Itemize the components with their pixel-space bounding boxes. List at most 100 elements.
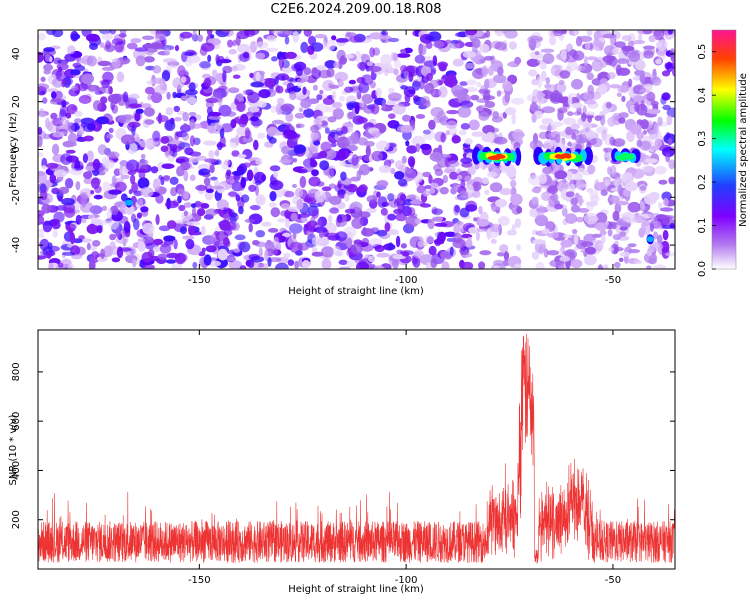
heatmap-cell xyxy=(86,242,91,251)
heatmap-cell xyxy=(310,131,319,141)
heatmap-cell xyxy=(492,74,507,84)
heatmap-cell xyxy=(183,169,189,182)
heatmap-cell xyxy=(384,222,391,232)
heatmap-cell xyxy=(337,80,344,87)
heatmap-cell xyxy=(128,93,140,100)
heatmap-cell xyxy=(327,167,335,179)
heatmap-cell xyxy=(346,183,358,193)
heatmap-cell xyxy=(296,68,303,76)
heatmap-cell xyxy=(668,159,675,170)
heatmap-cell xyxy=(575,216,585,223)
heatmap-cell xyxy=(74,110,83,117)
heatmap-cell xyxy=(403,198,413,206)
heatmap-cell xyxy=(429,151,443,162)
heatmap-cell xyxy=(460,157,473,164)
heatmap-cell xyxy=(105,40,111,50)
heatmap-cell xyxy=(225,175,237,185)
heatmap-cell xyxy=(67,45,76,55)
heatmap-cell xyxy=(569,183,576,194)
heatmap-cell xyxy=(217,248,228,261)
heatmap-cell xyxy=(644,225,651,236)
heatmap-cell xyxy=(424,185,433,189)
heatmap-cell xyxy=(299,213,310,218)
heatmap-cell xyxy=(607,72,616,80)
heatmap-y-ticks: -40 -20 0 20 40 xyxy=(11,48,675,253)
heatmap-cell xyxy=(284,130,298,140)
heatmap-cell xyxy=(320,141,332,152)
heatmap-cell xyxy=(560,239,573,248)
heatmap-cell xyxy=(41,203,52,214)
heatmap-cell xyxy=(543,139,554,150)
heatmap-cell xyxy=(106,208,113,220)
heatmap-cell xyxy=(228,48,237,55)
heatmap-cell xyxy=(301,216,308,223)
heatmap-cell xyxy=(595,212,608,224)
heatmap-cell xyxy=(549,121,564,127)
heatmap-cell xyxy=(164,48,171,56)
heatmap-cell xyxy=(319,231,324,238)
heatmap-cell xyxy=(314,34,327,39)
heatmap-y-label: Frequency (Hz) xyxy=(8,112,19,188)
heatmap-cell xyxy=(568,95,573,107)
heatmap-cell xyxy=(38,126,43,135)
heatmap-cell xyxy=(152,238,164,246)
heatmap-cell xyxy=(100,248,105,260)
heatmap-cell xyxy=(609,55,618,67)
heatmap-cell xyxy=(49,172,57,184)
heatmap-cell xyxy=(60,153,73,165)
heatmap-cell xyxy=(235,194,241,202)
heatmap-cell xyxy=(665,252,675,257)
heatmap-cell xyxy=(459,190,469,198)
heatmap-cell xyxy=(74,118,82,124)
heatmap-cell xyxy=(334,71,349,82)
heatmap-cell xyxy=(41,165,47,170)
heatmap-cell xyxy=(408,71,414,82)
heatmap-cell xyxy=(458,129,467,136)
heatmap-cell xyxy=(199,46,208,56)
heatmap-cell xyxy=(461,261,474,269)
heatmap-cell xyxy=(303,230,314,236)
heatmap-cell xyxy=(327,214,333,224)
heatmap-cell xyxy=(661,224,675,229)
heatmap-cell xyxy=(124,204,135,216)
heatmap-cell xyxy=(143,56,155,63)
heatmap-feature xyxy=(611,148,641,163)
heatmap-cell xyxy=(419,99,431,109)
heatmap-cell xyxy=(232,170,245,176)
heatmap-cell xyxy=(73,164,84,171)
heatmap-cell xyxy=(48,262,54,269)
heatmap-cell xyxy=(660,240,670,253)
heatmap-cell xyxy=(149,42,162,50)
heatmap-cell xyxy=(467,236,472,243)
heatmap-cell xyxy=(516,244,521,251)
heatmap-cell xyxy=(96,225,103,234)
heatmap-cell xyxy=(122,91,129,103)
heatmap-cell xyxy=(107,93,122,104)
heatmap-cell xyxy=(634,59,646,71)
heatmap-cell xyxy=(96,116,110,125)
heatmap-cell xyxy=(339,55,347,65)
heatmap-cell xyxy=(258,247,263,258)
heatmap-cell xyxy=(316,65,327,71)
heatmap-cell xyxy=(457,174,463,180)
heatmap-cell xyxy=(540,48,555,53)
heatmap-cell xyxy=(424,234,435,244)
heatmap-cell xyxy=(454,195,469,201)
heatmap-cell xyxy=(351,154,359,166)
heatmap-cell xyxy=(268,137,277,144)
heatmap-cell xyxy=(140,159,149,166)
heatmap-cell xyxy=(479,43,490,53)
colorbar-gradient xyxy=(712,30,736,269)
heatmap-cell xyxy=(172,91,177,99)
heatmap-cell xyxy=(602,33,617,39)
heatmap-cell xyxy=(186,221,201,226)
heatmap-cell xyxy=(165,150,174,155)
heatmap-cell xyxy=(89,255,95,267)
heatmap-cell xyxy=(376,229,388,237)
heatmap-cell xyxy=(449,43,461,49)
heatmap-cell xyxy=(531,196,539,205)
heatmap-cell xyxy=(226,169,232,177)
heatmap-cell xyxy=(88,214,95,220)
heatmap-cell xyxy=(639,88,650,94)
heatmap-cell xyxy=(402,114,411,122)
